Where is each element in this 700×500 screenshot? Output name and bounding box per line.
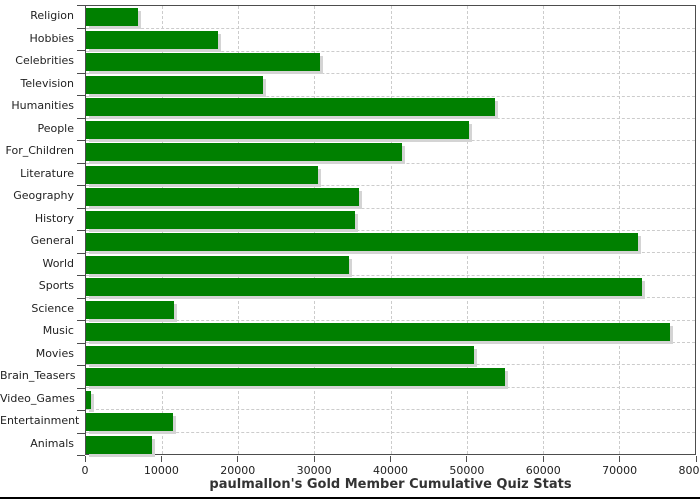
horizontal-gridline [86, 50, 695, 52]
bar-video_games [86, 390, 92, 409]
bar-geography [86, 188, 360, 206]
horizontal-gridline [86, 431, 695, 433]
x-axis-tick-label: 80000 [678, 464, 700, 477]
bottom-divider-line [0, 497, 700, 499]
x-axis-tick [390, 456, 391, 462]
x-axis-tick [542, 456, 544, 462]
category-label: Science [31, 301, 74, 315]
plot-area [85, 5, 696, 457]
horizontal-gridline [86, 409, 695, 411]
category-label: Sports [38, 279, 74, 292]
bar-religion [86, 8, 138, 26]
x-axis-tick [619, 456, 621, 462]
y-axis-tick [77, 455, 85, 456]
bar-shadow [89, 393, 95, 412]
y-axis-tick [77, 320, 85, 321]
category-label: Television [20, 76, 75, 90]
x-axis-tick-label: 40000 [373, 464, 408, 477]
bar-movies [86, 345, 475, 364]
category-label: Animals [30, 436, 74, 450]
bar-animals [86, 435, 153, 454]
horizontal-gridline [86, 28, 695, 30]
y-axis-tick [77, 140, 85, 141]
x-axis-tick-label: 20000 [220, 464, 256, 477]
horizontal-gridline [86, 207, 695, 209]
horizontal-gridline [86, 230, 695, 231]
x-axis-tick-label: 10000 [143, 464, 179, 477]
y-axis-tick [77, 162, 85, 164]
x-axis-tick [695, 456, 697, 462]
bar-entertainment [86, 413, 173, 431]
bar-hobbies [86, 30, 218, 49]
bar-world [86, 255, 349, 274]
bar-television [86, 75, 264, 94]
y-axis-tick [77, 5, 85, 6]
horizontal-gridline [86, 274, 695, 276]
category-label: General [30, 234, 74, 247]
y-axis-tick [77, 95, 85, 96]
category-label: For_Children [5, 144, 74, 157]
category-label: World [42, 256, 74, 270]
y-axis-tick [77, 410, 85, 411]
x-axis-tick-label: 30000 [296, 464, 332, 477]
category-label: Humanities [11, 99, 74, 112]
bar-for_children [86, 143, 402, 161]
bar-music [86, 323, 670, 341]
category-label: Religion [30, 9, 74, 22]
chart-title: paulmallon's Gold Member Cumulative Quiz… [209, 477, 572, 492]
y-axis-tick [77, 252, 85, 254]
category-label: Entertainment [0, 414, 80, 427]
category-label: People [37, 121, 74, 135]
y-axis-tick [77, 275, 85, 276]
x-axis-tick [160, 456, 162, 462]
bar-brain_teasers [86, 368, 506, 386]
y-axis-category-labels: Religion Hobbies Celebrities Television Huma… [0, 5, 85, 456]
y-axis-tick [77, 365, 85, 366]
horizontal-gridline [86, 185, 695, 187]
horizontal-gridline [86, 95, 695, 97]
category-label: Brain_Teasers [0, 369, 76, 382]
bar-history [86, 210, 356, 229]
x-axis-tick [237, 456, 239, 462]
category-label: Celebrities [15, 54, 74, 67]
category-label: Movies [35, 346, 74, 360]
y-axis-tick [77, 72, 85, 74]
y-axis-tick [77, 117, 85, 119]
category-label: History [34, 211, 74, 225]
y-axis-tick [77, 50, 85, 51]
bar-celebrities [86, 53, 321, 71]
x-axis-tick-label: 70000 [602, 464, 638, 477]
x-axis-tick [84, 456, 86, 462]
horizontal-gridline [86, 319, 695, 321]
x-axis-tick [466, 456, 468, 462]
bar-general [86, 233, 638, 251]
y-axis-tick [77, 230, 85, 231]
bar-science [86, 300, 175, 319]
category-label: Literature [20, 166, 74, 180]
y-axis-tick [77, 185, 85, 186]
y-axis-tick [77, 342, 85, 344]
y-axis-tick [77, 387, 85, 389]
x-axis-tick-label: 50000 [449, 464, 485, 477]
x-axis-tick [313, 456, 315, 462]
bar-people [86, 120, 469, 139]
category-label: Geography [13, 189, 74, 202]
y-axis-tick [77, 27, 85, 29]
horizontal-gridline [86, 73, 695, 75]
bar-sports [86, 278, 642, 296]
y-axis-tick [77, 207, 85, 209]
bar-literature [86, 165, 319, 184]
category-label: Video_Games [0, 391, 75, 405]
y-axis-tick [77, 297, 85, 299]
category-label: Music [42, 324, 74, 337]
bar-humanities [86, 98, 495, 116]
category-label: Hobbies [29, 31, 74, 45]
y-axis-tick [77, 432, 85, 434]
x-axis-tick-label: 0 [81, 464, 89, 477]
x-axis-tick-label: 60000 [525, 464, 561, 477]
